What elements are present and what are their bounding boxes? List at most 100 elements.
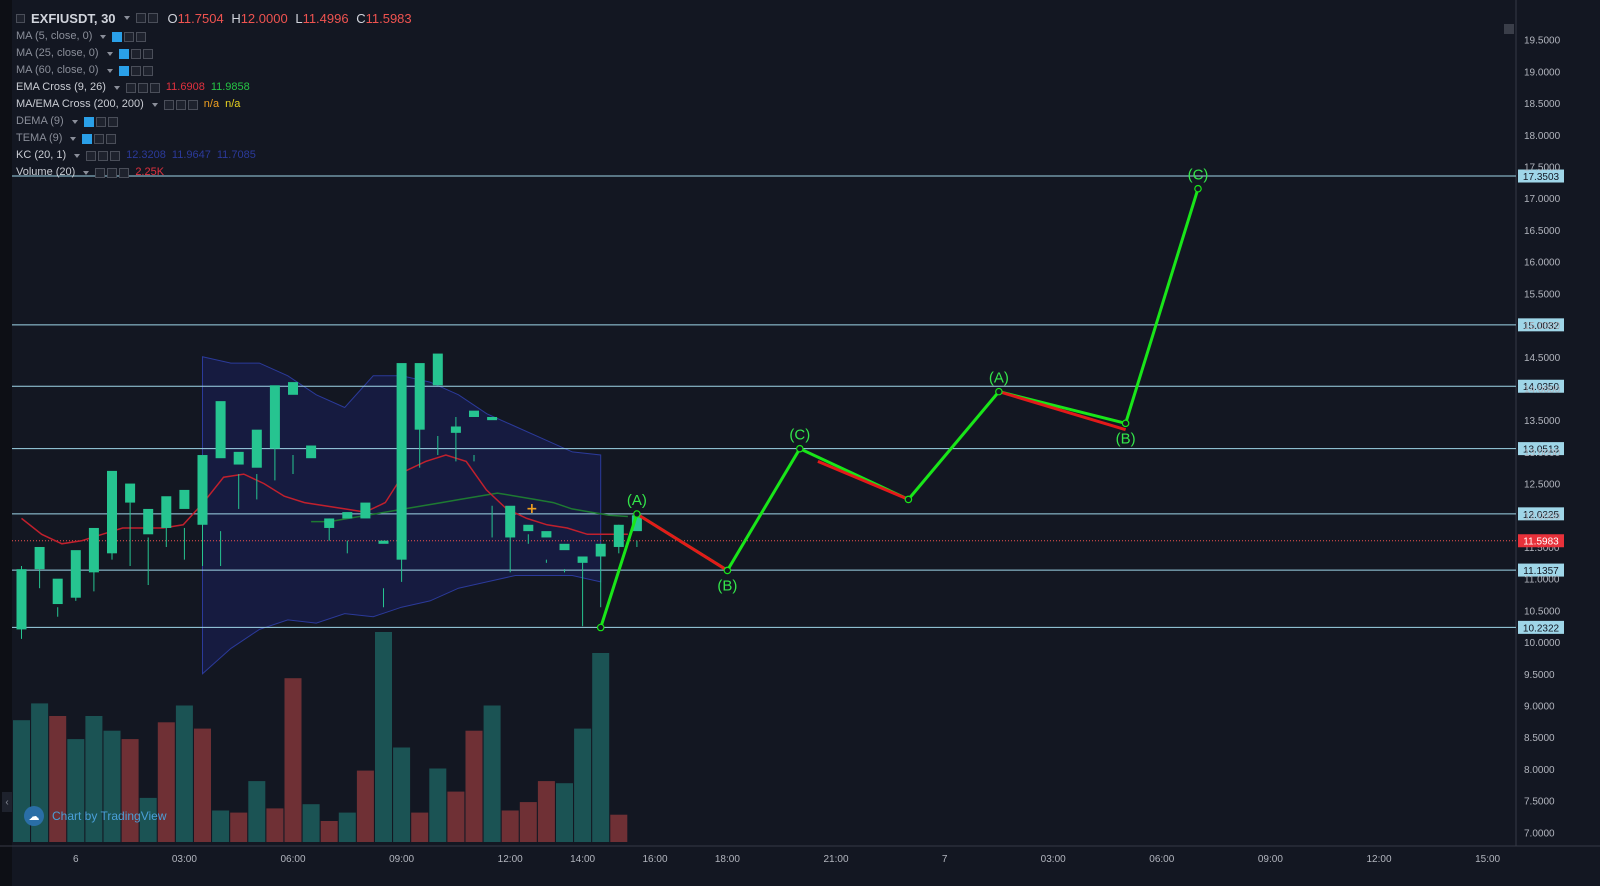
wave-point[interactable]	[1121, 419, 1130, 428]
settings-icon[interactable]	[94, 133, 105, 144]
eye-icon[interactable]	[118, 65, 129, 76]
eye-icon[interactable]	[86, 150, 97, 161]
indicator-name[interactable]: EMA Cross (9, 26)	[16, 81, 106, 93]
chevron-left-icon[interactable]: ‹	[2, 792, 12, 812]
wave-point[interactable]	[633, 510, 641, 518]
eye-icon[interactable]	[118, 48, 129, 59]
candle-body[interactable]	[342, 512, 353, 519]
chevron-down-icon[interactable]	[83, 170, 90, 175]
candle-body[interactable]	[197, 455, 208, 525]
settings-icon[interactable]	[130, 48, 141, 59]
candle-body[interactable]	[324, 518, 335, 528]
candle-body[interactable]	[143, 508, 154, 535]
chevron-down-icon[interactable]	[123, 16, 130, 20]
indicator-name[interactable]: DEMA (9)	[16, 115, 64, 127]
eye-icon[interactable]	[125, 82, 136, 93]
candle-body[interactable]	[541, 531, 552, 538]
candle-body[interactable]	[70, 550, 81, 598]
indicator-name[interactable]: MA/EMA Cross (200, 200)	[16, 98, 144, 110]
candle-body[interactable]	[107, 470, 117, 554]
candle-body[interactable]	[414, 363, 425, 430]
correction-line[interactable]	[998, 390, 1127, 432]
wave-point[interactable]	[795, 444, 804, 453]
close-icon[interactable]	[107, 116, 118, 127]
candle-body[interactable]	[469, 410, 479, 417]
candle-body[interactable]	[487, 416, 498, 421]
settings-icon[interactable]	[130, 65, 141, 76]
collapse-icon[interactable]	[16, 13, 25, 23]
settings-icon[interactable]	[98, 150, 109, 161]
eye-icon[interactable]	[95, 167, 106, 178]
maximize-icon[interactable]	[1504, 24, 1514, 34]
close-icon[interactable]	[149, 82, 160, 93]
indicator-name[interactable]: MA (5, close, 0)	[16, 30, 93, 42]
wave-point[interactable]	[995, 387, 1003, 396]
symbol-label[interactable]: EXFIUSDT, 30	[31, 10, 116, 26]
indicator-name[interactable]: Volume (20)	[16, 166, 76, 178]
wave-point[interactable]	[904, 495, 913, 504]
eye-icon[interactable]	[83, 116, 94, 127]
candle-body[interactable]	[378, 540, 389, 544]
candle-body[interactable]	[432, 353, 443, 386]
settings-icon[interactable]	[95, 116, 106, 127]
candle-body[interactable]	[125, 483, 136, 503]
candle-body[interactable]	[52, 578, 63, 605]
settings-icon[interactable]	[137, 82, 148, 93]
indicator-name[interactable]: MA (25, close, 0)	[16, 47, 99, 59]
candle-body[interactable]	[396, 363, 407, 560]
close-icon[interactable]	[106, 133, 117, 144]
candle-body[interactable]	[269, 385, 280, 449]
candle-body[interactable]	[559, 543, 570, 551]
eye-icon[interactable]	[163, 99, 174, 110]
close-icon[interactable]	[142, 48, 153, 59]
wave-projection-line[interactable]	[599, 188, 1200, 628]
close-icon[interactable]	[142, 65, 153, 76]
chevron-down-icon[interactable]	[100, 34, 107, 39]
candle-body[interactable]	[161, 496, 172, 528]
settings-icon[interactable]	[124, 31, 135, 42]
candle-body[interactable]	[306, 445, 317, 459]
chevron-down-icon[interactable]	[151, 102, 158, 107]
close-icon[interactable]	[187, 99, 198, 110]
indicator-name[interactable]: MA (60, close, 0)	[16, 64, 99, 76]
candle-body[interactable]	[577, 556, 588, 563]
chevron-down-icon[interactable]	[113, 85, 120, 90]
eye-icon[interactable]	[82, 133, 93, 144]
correction-line[interactable]	[817, 459, 909, 501]
chevron-down-icon[interactable]	[74, 153, 81, 158]
candle-body[interactable]	[288, 382, 298, 395]
candle-body[interactable]	[233, 451, 244, 465]
candle-body[interactable]	[505, 505, 516, 538]
chevron-down-icon[interactable]	[70, 136, 77, 141]
close-icon[interactable]	[110, 150, 121, 161]
candle-body[interactable]	[523, 524, 534, 532]
candle-body[interactable]	[16, 569, 27, 630]
candle-body[interactable]	[613, 524, 624, 547]
close-icon[interactable]	[136, 31, 147, 42]
chevron-down-icon[interactable]	[106, 68, 113, 73]
candle-body[interactable]	[88, 527, 99, 573]
candle-body[interactable]	[595, 543, 606, 557]
close-icon[interactable]	[119, 167, 130, 178]
candle-body[interactable]	[34, 546, 45, 570]
eye-icon[interactable]	[112, 31, 123, 42]
candle-body[interactable]	[179, 489, 190, 509]
wave-point[interactable]	[723, 566, 732, 575]
settings-icon[interactable]	[107, 167, 118, 178]
settings-icon[interactable]	[147, 13, 158, 23]
candle-body[interactable]	[251, 429, 262, 468]
correction-line[interactable]	[636, 512, 729, 572]
hide-icon[interactable]	[135, 13, 146, 23]
chevron-down-icon[interactable]	[71, 119, 78, 124]
chevron-down-icon[interactable]	[106, 51, 113, 56]
wave-point[interactable]	[1194, 184, 1202, 193]
indicator-name[interactable]: KC (20, 1)	[16, 149, 67, 161]
wave-point[interactable]	[596, 623, 605, 632]
settings-icon[interactable]	[175, 99, 186, 110]
tradingview-watermark[interactable]: ☁ Chart by TradingView	[24, 806, 167, 826]
indicator-name[interactable]: TEMA (9)	[16, 132, 63, 144]
candle-body[interactable]	[360, 502, 371, 519]
candle-body[interactable]	[215, 401, 226, 459]
candle-body[interactable]	[631, 515, 642, 532]
